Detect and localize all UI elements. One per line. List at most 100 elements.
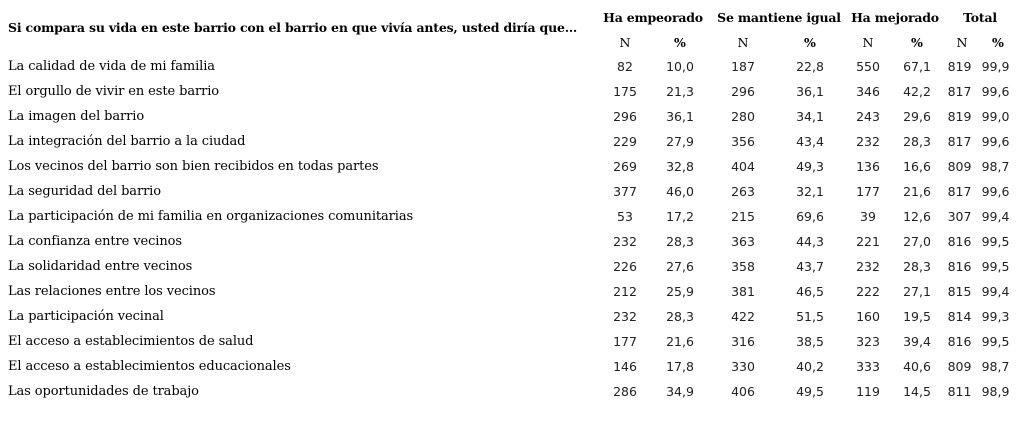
table-row: La imagen del barrio 296 36,1 280 34,1 243 29,… <box>0 109 1023 134</box>
cell-mejorado-n: 221 <box>856 234 880 249</box>
group-header-total: Total <box>963 10 997 25</box>
cell-mejorado-n: 243 <box>856 109 880 124</box>
cell-igual-pct: 38,5 <box>796 334 824 349</box>
cell-mejorado-pct: 16,6 <box>903 159 931 174</box>
group-header-ha-empeorado: Ha empeorado <box>603 10 703 25</box>
cell-igual-pct: 40,2 <box>796 359 824 374</box>
cell-mejorado-n: 136 <box>856 159 880 174</box>
cell-igual-pct: 49,5 <box>796 384 824 399</box>
cell-total-n: 817 <box>947 134 972 149</box>
cell-igual-n: 280 <box>731 109 755 124</box>
cell-total-pct: 98,7 <box>981 159 1010 174</box>
cell-mejorado-pct: 19,5 <box>903 309 931 324</box>
cell-empeorado-pct: 25,9 <box>666 284 694 299</box>
table-row: Las relaciones entre los vecinos 212 25,9 3… <box>0 284 1023 309</box>
cell-total-pct: 99,5 <box>981 234 1010 249</box>
cell-empeorado-n: 175 <box>613 84 637 99</box>
cell-empeorado-pct: 34,9 <box>666 384 694 399</box>
cell-empeorado-pct: 10,0 <box>666 59 694 74</box>
cell-mejorado-n: 160 <box>856 309 880 324</box>
table-row: La calidad de vida de mi familia 82 10,0 18… <box>0 59 1023 84</box>
cell-empeorado-n: 212 <box>613 284 637 299</box>
row-label: Las relaciones entre los vecinos <box>8 284 216 299</box>
row-label: La imagen del barrio <box>8 109 145 124</box>
cell-empeorado-pct: 28,3 <box>666 309 694 324</box>
cell-empeorado-n: 232 <box>613 234 637 249</box>
group-header-ha-mejorado: Ha mejorado <box>851 10 939 25</box>
cell-igual-n: 330 <box>731 359 755 374</box>
cell-igual-pct: 34,1 <box>796 109 824 124</box>
row-label: La integración del barrio a la ciudad <box>8 134 246 149</box>
row-label: El acceso a establecimientos educacional… <box>8 359 291 374</box>
cell-empeorado-pct: 36,1 <box>666 109 694 124</box>
row-label: La calidad de vida de mi familia <box>8 59 215 74</box>
cell-total-n: 817 <box>947 184 972 199</box>
cell-empeorado-pct: 17,2 <box>666 209 694 224</box>
cell-mejorado-n: 232 <box>856 259 880 274</box>
cell-igual-n: 404 <box>731 159 755 174</box>
cell-mejorado-pct: 28,3 <box>903 259 931 274</box>
subheader-percent: % <box>911 35 923 50</box>
table-row: El orgullo de vivir en este barrio 175 21,… <box>0 84 1023 109</box>
cell-mejorado-pct: 39,4 <box>903 334 931 349</box>
subheader-n: N <box>862 35 874 50</box>
cell-empeorado-n: 232 <box>613 309 637 324</box>
cell-igual-n: 422 <box>731 309 755 324</box>
cell-total-n: 811 <box>947 384 972 399</box>
cell-total-pct: 99,9 <box>981 59 1010 74</box>
cell-total-pct: 99,4 <box>981 284 1010 299</box>
cell-total-n: 809 <box>947 159 972 174</box>
cell-igual-pct: 69,6 <box>796 209 824 224</box>
row-label: El acceso a establecimientos de salud <box>8 334 254 349</box>
table-row: El acceso a establecimientos de salud 177… <box>0 334 1023 359</box>
cell-total-n: 815 <box>947 284 972 299</box>
cell-empeorado-n: 229 <box>613 134 637 149</box>
cell-igual-pct: 22,8 <box>796 59 824 74</box>
cell-total-n: 809 <box>947 359 972 374</box>
cell-igual-pct: 44,3 <box>796 234 824 249</box>
table-row: Las oportunidades de trabajo 286 34,9 406 49… <box>0 384 1023 409</box>
cell-empeorado-n: 177 <box>613 334 637 349</box>
cell-igual-n: 363 <box>731 234 755 249</box>
cell-empeorado-pct: 21,3 <box>666 84 694 99</box>
cell-empeorado-pct: 21,6 <box>666 334 694 349</box>
subheader-n: N <box>737 35 749 50</box>
cell-mejorado-n: 119 <box>856 384 880 399</box>
cell-mejorado-n: 222 <box>856 284 880 299</box>
cell-total-pct: 99,6 <box>981 134 1010 149</box>
cell-empeorado-pct: 27,6 <box>666 259 694 274</box>
cell-mejorado-pct: 27,1 <box>903 284 931 299</box>
cell-igual-pct: 51,5 <box>796 309 824 324</box>
cell-empeorado-pct: 17,8 <box>666 359 694 374</box>
cell-mejorado-pct: 40,6 <box>903 359 931 374</box>
cell-empeorado-n: 82 <box>617 59 633 74</box>
cell-empeorado-pct: 32,8 <box>666 159 694 174</box>
cell-igual-pct: 32,1 <box>796 184 824 199</box>
cell-total-pct: 98,9 <box>981 384 1010 399</box>
cell-igual-n: 316 <box>731 334 755 349</box>
cell-igual-pct: 43,4 <box>796 134 824 149</box>
row-label: Las oportunidades de trabajo <box>8 384 199 399</box>
cell-igual-n: 356 <box>731 134 755 149</box>
cell-mejorado-n: 346 <box>856 84 880 99</box>
table-row: Los vecinos del barrio son bien recibido… <box>0 159 1023 184</box>
cell-mejorado-n: 323 <box>856 334 880 349</box>
cell-total-n: 816 <box>947 334 972 349</box>
cell-total-pct: 99,4 <box>981 209 1010 224</box>
cell-mejorado-pct: 12,6 <box>903 209 931 224</box>
cell-total-n: 819 <box>947 109 972 124</box>
cell-total-n: 307 <box>947 209 972 224</box>
cell-igual-n: 215 <box>731 209 755 224</box>
cell-mejorado-pct: 14,5 <box>903 384 931 399</box>
group-header-se-mantiene-igual: Se mantiene igual <box>717 10 841 25</box>
cell-mejorado-pct: 67,1 <box>903 59 931 74</box>
cell-empeorado-pct: 27,9 <box>666 134 694 149</box>
cell-total-n: 819 <box>947 59 972 74</box>
cell-mejorado-n: 550 <box>856 59 880 74</box>
subheader-percent: % <box>804 35 816 50</box>
cell-mejorado-n: 333 <box>856 359 880 374</box>
cell-mejorado-pct: 42,2 <box>903 84 931 99</box>
cell-total-n: 817 <box>947 84 972 99</box>
cell-mejorado-pct: 21,6 <box>903 184 931 199</box>
cell-igual-n: 187 <box>731 59 755 74</box>
